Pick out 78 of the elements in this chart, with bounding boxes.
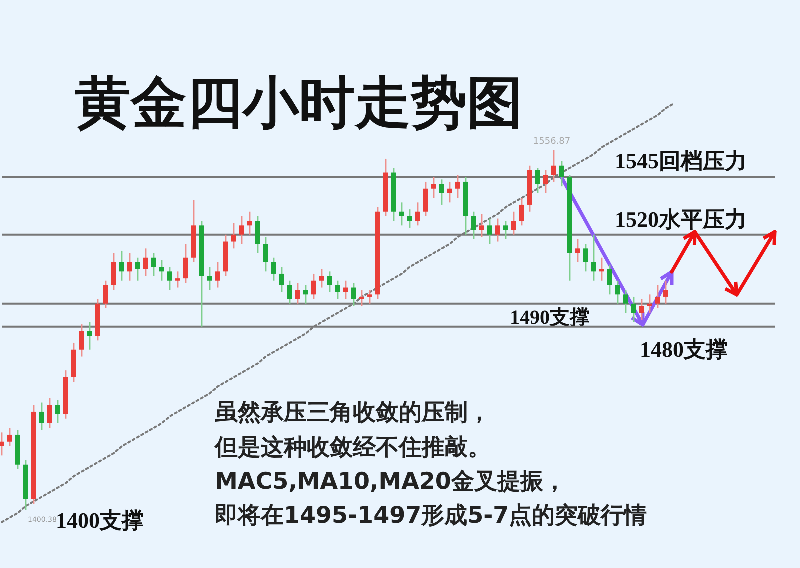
candlestick <box>264 236 268 272</box>
candlestick <box>304 284 308 305</box>
candlestick <box>88 322 92 351</box>
candlestick <box>80 324 84 358</box>
candlestick <box>280 266 284 294</box>
candlestick <box>408 208 412 229</box>
candlestick <box>456 174 460 199</box>
candlestick <box>368 289 372 305</box>
candlestick <box>232 222 236 250</box>
candlestick <box>184 243 188 284</box>
candlestick <box>536 167 540 194</box>
candlestick <box>288 280 292 305</box>
candlestick <box>664 280 668 305</box>
candlestick <box>104 280 108 310</box>
annotation: 即将在1495-1497形成5-7点的突破行情 <box>215 502 648 529</box>
candlestick <box>128 252 132 282</box>
candlestick <box>480 213 484 238</box>
candlestick <box>512 211 516 236</box>
candlestick <box>112 252 116 291</box>
ref-line-label: 1545回档压力 <box>615 148 747 174</box>
candlestick <box>272 257 276 282</box>
candlestick <box>504 220 508 240</box>
candlestick <box>0 432 4 456</box>
annotation: MAC5,MA10,MA20金叉提振， <box>215 469 566 495</box>
candlestick <box>136 257 140 282</box>
ref-line-label: 1480支撑 <box>640 336 728 362</box>
candlestick <box>312 273 316 300</box>
candlestick <box>176 270 180 288</box>
candlestick <box>624 289 628 314</box>
candlestick <box>56 400 60 424</box>
ref-line-label: 1490支撑 <box>510 306 590 329</box>
candlestick <box>424 181 428 218</box>
candlestick <box>416 202 420 226</box>
candlestick <box>560 160 564 188</box>
candlestick <box>152 252 156 277</box>
candlestick <box>632 296 636 323</box>
candlestick <box>168 266 172 291</box>
ref-line-label: 1520水平压力 <box>615 206 747 232</box>
candlestick <box>40 402 44 432</box>
candlestick <box>592 234 596 282</box>
candlestick <box>344 280 348 300</box>
annotation: 1400支撑 <box>56 508 144 533</box>
candlestick <box>656 284 660 310</box>
chart-title: 黄金四小时走势图 <box>75 73 523 135</box>
candlestick <box>296 282 300 305</box>
candlestick <box>584 243 588 272</box>
candlestick <box>160 259 164 282</box>
candlestick <box>248 211 252 236</box>
annotation: 但是这种收敛经不住推敲。 <box>214 434 491 461</box>
candlestick <box>400 202 404 226</box>
candlestick <box>256 216 260 254</box>
candlestick <box>432 176 436 199</box>
candlestick <box>320 268 324 288</box>
candlestick <box>360 289 364 307</box>
candlestick <box>576 238 580 264</box>
candlestick <box>520 197 524 226</box>
candlestick <box>8 427 12 448</box>
annotation: 1556.87 <box>533 137 571 148</box>
candlestick <box>552 149 556 183</box>
candlestick <box>352 282 356 307</box>
candlestick <box>208 266 212 291</box>
candlestick <box>488 218 492 245</box>
candlestick <box>640 298 644 321</box>
annotation: 虽然承压三角收敛的压制， <box>214 400 491 426</box>
candlestick <box>144 248 148 277</box>
candlestick <box>240 216 244 245</box>
candlestick <box>448 181 452 204</box>
candlestick <box>120 250 124 282</box>
candlestick <box>496 218 500 242</box>
candlestick <box>336 280 340 300</box>
candlestick <box>328 270 332 294</box>
candlestick <box>544 170 548 194</box>
candlestick <box>216 262 220 288</box>
candlestick <box>472 211 476 240</box>
candlestick <box>616 280 620 305</box>
candlestick <box>608 264 612 296</box>
candlestick <box>440 178 444 206</box>
candlestick <box>48 397 52 429</box>
